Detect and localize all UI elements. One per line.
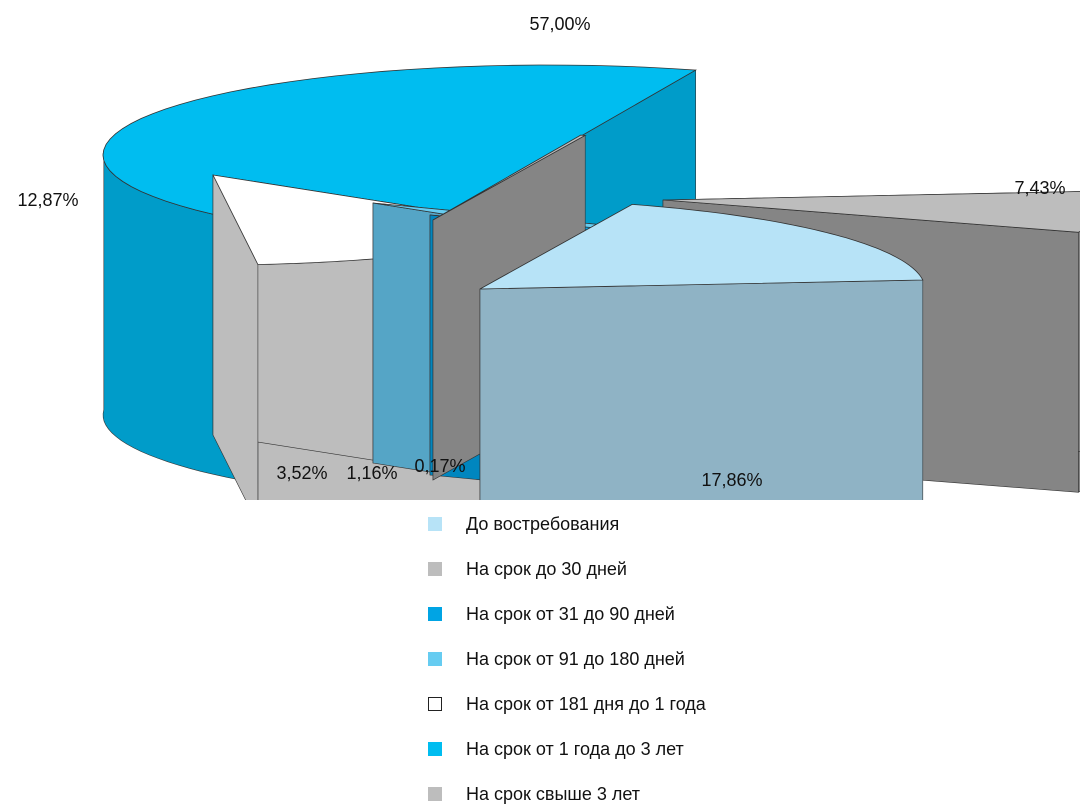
legend-label: На срок от 181 дня до 1 года	[466, 693, 706, 714]
legend-swatch	[428, 787, 442, 801]
slice-value-label: 0,17%	[414, 456, 465, 476]
slice-value-label: 12,87%	[17, 190, 78, 210]
slice-value-label: 17,86%	[701, 470, 762, 490]
slice-top-face	[432, 134, 587, 221]
legend-label: На срок от 31 до 90 дней	[466, 603, 675, 624]
legend-swatch	[428, 742, 442, 756]
legend-item: До востребования	[428, 512, 619, 536]
legend-swatch	[428, 562, 442, 576]
legend-label: На срок от 91 до 180 дней	[466, 648, 685, 669]
slice-value-label: 7,43%	[1014, 178, 1065, 198]
slice-top-face	[662, 191, 1080, 233]
legend-swatch	[428, 607, 442, 621]
legend-swatch	[428, 697, 442, 711]
pie-slice	[479, 203, 924, 500]
slice-value-label: 3,52%	[276, 463, 327, 483]
slice-value-label: 1,16%	[346, 463, 397, 483]
legend-item: На срок от 91 до 180 дней	[428, 647, 685, 671]
legend-swatch	[428, 517, 442, 531]
legend-item: На срок от 31 до 90 дней	[428, 602, 675, 626]
legend-item: На срок свыше 3 лет	[428, 782, 640, 806]
pie-chart: 57,00% 12,87% 3,52% 1,16% 0,17% 7,43% 17,86%	[17, 14, 1080, 500]
slice-cut-face	[479, 279, 924, 500]
legend-label: На срок до 30 дней	[466, 558, 627, 579]
legend-swatch	[428, 652, 442, 666]
legend-label: На срок свыше 3 лет	[466, 783, 641, 804]
slice-top-face	[479, 203, 924, 290]
legend-item: На срок от 1 года до 3 лет	[428, 737, 684, 761]
slice-value-label: 57,00%	[529, 14, 590, 34]
legend-label: На срок от 1 года до 3 лет	[466, 738, 684, 759]
legend-label: До востребования	[466, 513, 620, 534]
legend-item: На срок от 181 дня до 1 года	[428, 692, 706, 716]
legend-item: На срок до 30 дней	[428, 557, 627, 581]
